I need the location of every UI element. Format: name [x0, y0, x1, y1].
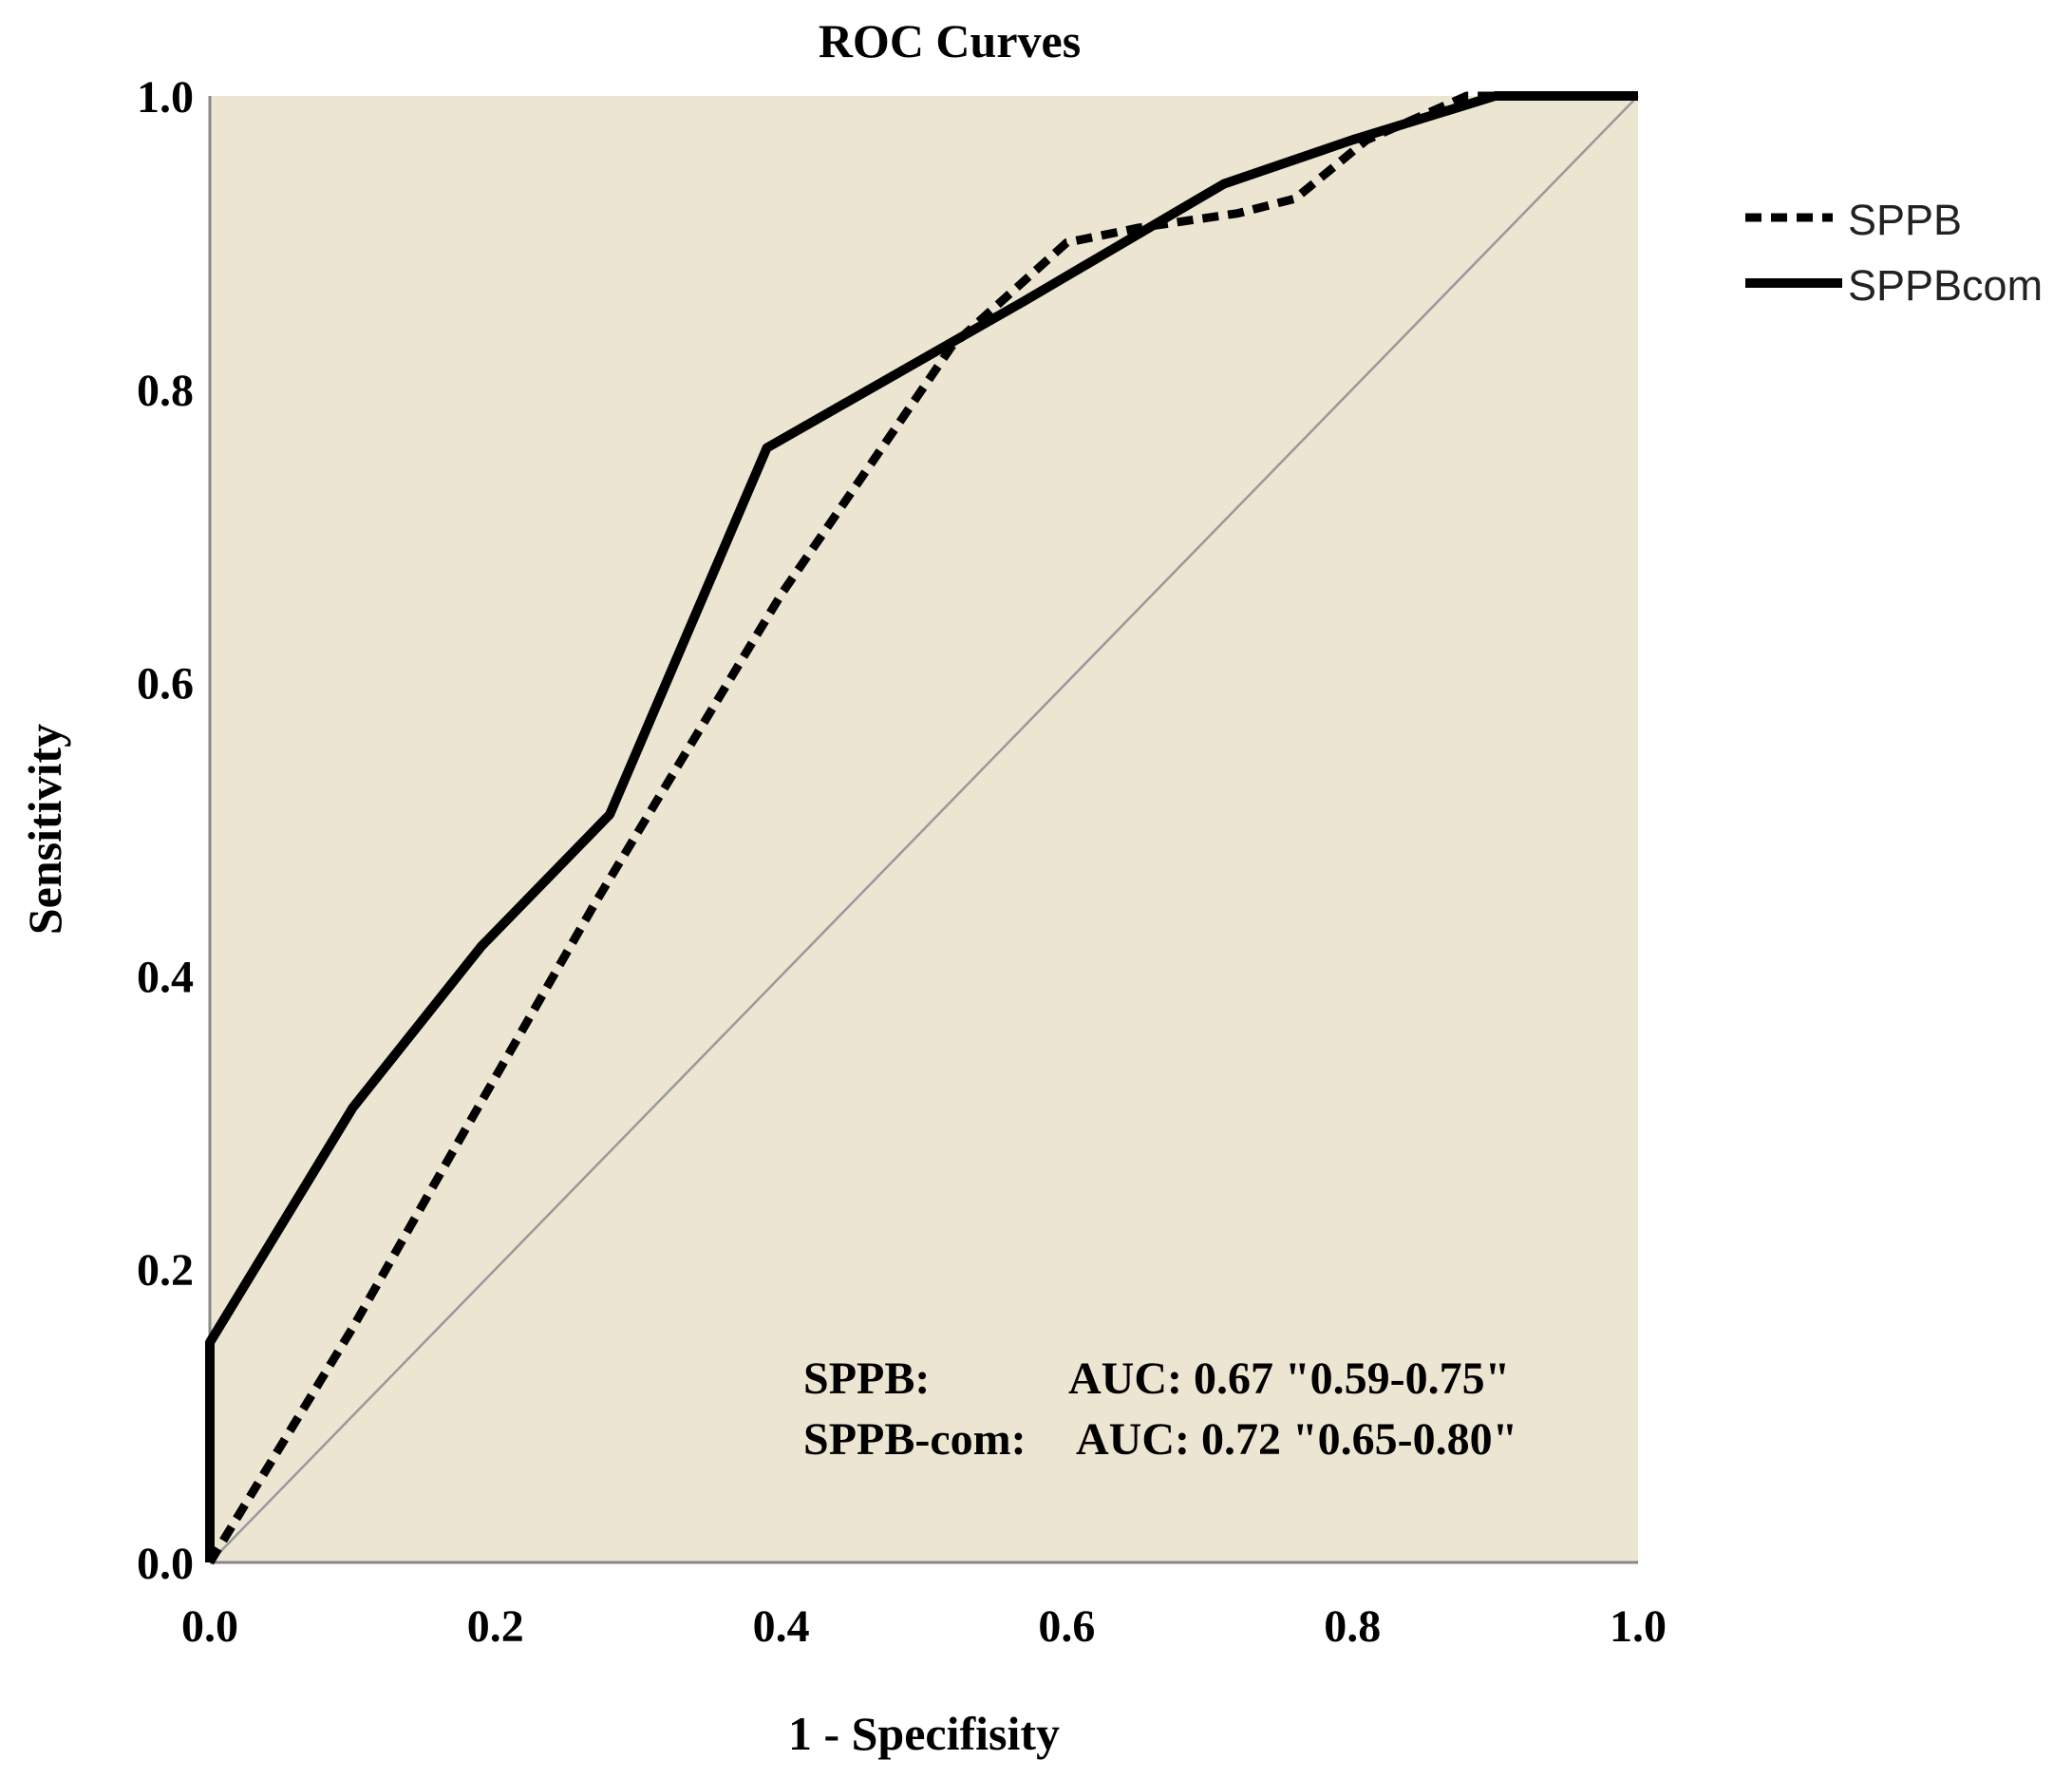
y-tick-label: 0.2	[137, 1245, 194, 1296]
tick-labels: 0.0 0.0 0.2 0.2 0.4 0.4 0.6 0.6 0.8 0.8 1.0 1.0	[137, 72, 1667, 1652]
y-tick-label: 0.6	[137, 659, 194, 710]
x-tick-label: 0.6	[1038, 1601, 1095, 1652]
x-tick-label: 0.8	[1324, 1601, 1381, 1652]
x-tick-label: 0.4	[753, 1601, 810, 1652]
x-tick-label: 0.2	[467, 1601, 524, 1652]
legend-label-sppbcom: SPPBcom	[1848, 261, 2043, 310]
axes	[208, 96, 1638, 1564]
chart-title: ROC Curves	[819, 14, 1081, 67]
x-tick-label: 1.0	[1610, 1601, 1667, 1652]
auc-value-sppb: AUC: 0.67 "0.59-0.75"	[1068, 1353, 1510, 1404]
y-tick-label: 0.4	[137, 952, 194, 1002]
x-tick-label: 0.0	[181, 1601, 238, 1652]
auc-label-sppb: SPPB:	[803, 1353, 930, 1404]
series-line-reference-line	[209, 95, 1639, 1563]
y-tick-label: 0.0	[137, 1539, 194, 1589]
y-tick-label: 1.0	[137, 72, 194, 123]
x-axis-label: 1 - Specifisity	[788, 1707, 1060, 1760]
auc-value-sppbcom: AUC: 0.72 "0.65-0.80"	[1076, 1414, 1517, 1465]
auc-annotation: SPPB: AUC: 0.67 "0.59-0.75" SPPB-com: AU…	[803, 1353, 1517, 1465]
series-layer	[205, 91, 1639, 1565]
auc-label-sppbcom: SPPB-com:	[803, 1414, 1027, 1465]
legend: SPPB SPPBcom	[1745, 196, 2043, 310]
series-line-sppbcom	[205, 91, 1638, 1562]
legend-label-sppb: SPPB	[1848, 196, 1962, 244]
y-tick-label: 0.8	[137, 366, 194, 416]
series-line-sppb	[206, 91, 1638, 1565]
y-axis-label: Sensitivity	[18, 724, 71, 935]
